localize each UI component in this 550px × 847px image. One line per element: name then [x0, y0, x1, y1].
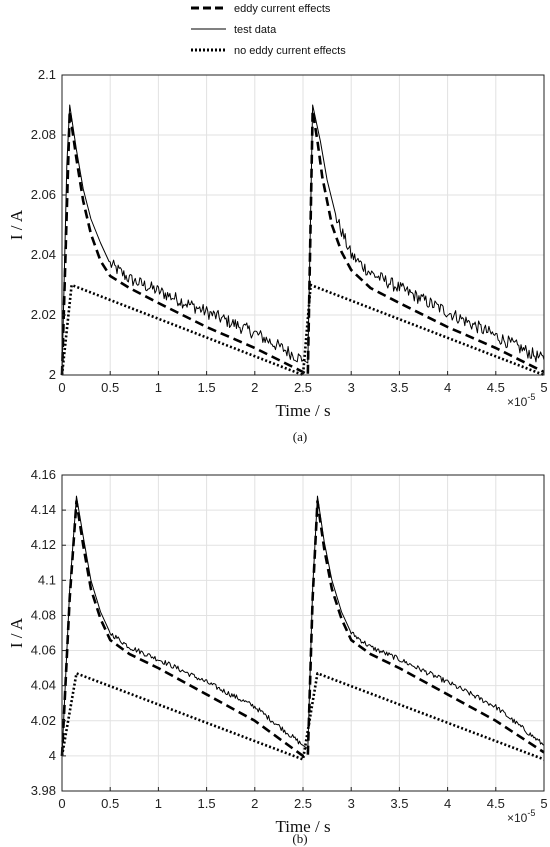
x-tick-label: 3 [348, 380, 355, 395]
y-tick-label: 2 [49, 367, 56, 382]
x-tick-label: 4 [444, 380, 451, 395]
series-line-dotted [60, 672, 545, 761]
grid-a [62, 75, 544, 375]
x-tick-label: 1.5 [198, 796, 216, 811]
x-tick-labels-b: 0 0.5 1 1.5 2 2.5 3 3.5 4 4.5 5 [58, 787, 548, 811]
x-multiplier-base-b: ×10 [507, 811, 528, 825]
series-line-dashed [60, 109, 545, 377]
y-tick-label: 4.12 [31, 537, 56, 552]
x-tick-label: 2.5 [294, 796, 312, 811]
grid-b [62, 475, 544, 791]
x-tick-label: 0 [58, 796, 65, 811]
y-axis-label-a: I / A [7, 209, 26, 240]
y-tick-label: 2.08 [31, 127, 56, 142]
legend-label-no-eddy: no eddy current effects [234, 45, 346, 57]
x-tick-label: 3.5 [390, 380, 408, 395]
caption-b: (b) [292, 831, 307, 846]
chart-panel-b: 0 0.5 1 1.5 2 2.5 3 3.5 4 4.5 5 3.98 4 4.02 4.04 4.06 4… [7, 467, 548, 846]
x-tick-label: 5 [540, 380, 547, 395]
series-line-solid [61, 104, 545, 376]
x-multiplier-base-a: ×10 [507, 395, 528, 409]
x-tick-label: 2 [251, 796, 258, 811]
x-multiplier-exp-a: -5 [527, 392, 535, 402]
y-tick-label: 2.04 [31, 247, 56, 262]
y-tick-labels-a: 2 2.02 2.04 2.06 2.08 2.1 [31, 67, 66, 382]
x-axis-label-b: Time / s [275, 817, 330, 836]
y-tick-label: 4.1 [38, 572, 56, 587]
caption-a: (a) [293, 429, 307, 444]
y-tick-label: 4.14 [31, 502, 56, 517]
x-axis-label-a: Time / s [275, 401, 330, 420]
series-line-dashed [60, 500, 545, 758]
x-tick-label: 0 [58, 380, 65, 395]
x-multiplier-a: ×10-5 [507, 392, 535, 409]
x-tick-labels-a: 0 0.5 1 1.5 2 2.5 3 3.5 4 4.5 5 [58, 371, 548, 395]
y-tick-label: 4.16 [31, 467, 56, 482]
series-group-b [60, 495, 545, 761]
y-tick-label: 4.04 [31, 678, 56, 693]
x-tick-label: 1 [155, 380, 162, 395]
x-tick-label: 0.5 [101, 796, 119, 811]
y-tick-label: 2.1 [38, 67, 56, 82]
x-tick-label: 4.5 [487, 380, 505, 395]
x-tick-label: 5 [540, 796, 547, 811]
y-tick-label: 2.06 [31, 187, 56, 202]
x-tick-label: 3 [348, 796, 355, 811]
y-tick-label: 4 [49, 748, 56, 763]
series-group-a [60, 104, 545, 377]
legend-label-eddy: eddy current effects [234, 3, 331, 15]
y-tick-label: 4.06 [31, 643, 56, 658]
y-axis-label-b: I / A [7, 617, 26, 648]
x-tick-label: 3.5 [390, 796, 408, 811]
y-tick-label: 4.08 [31, 607, 56, 622]
legend-label-test: test data [234, 24, 277, 36]
series-line-solid [61, 495, 545, 756]
x-multiplier-b: ×10-5 [507, 808, 535, 825]
x-tick-label: 4 [444, 796, 451, 811]
y-tick-label: 3.98 [31, 783, 56, 798]
x-tick-label: 0.5 [101, 380, 119, 395]
x-tick-label: 1 [155, 796, 162, 811]
x-tick-label: 4.5 [487, 796, 505, 811]
x-multiplier-exp-b: -5 [527, 808, 535, 818]
legend: eddy current effects test data no eddy c… [191, 3, 346, 57]
x-tick-label: 1.5 [198, 380, 216, 395]
y-tick-labels-b: 3.98 4 4.02 4.04 4.06 4.08 4.1 4.12 4.14 4.16 [31, 467, 66, 798]
y-tick-label: 2.02 [31, 307, 56, 322]
chart-panel-a: 0 0.5 1 1.5 2 2.5 3 3.5 4 4.5 5 22.022.042.062.082… [7, 67, 548, 444]
y-tick-label: 4.02 [31, 713, 56, 728]
series-line-dotted [60, 283, 545, 377]
x-tick-label: 2 [251, 380, 258, 395]
x-tick-label: 2.5 [294, 380, 312, 395]
